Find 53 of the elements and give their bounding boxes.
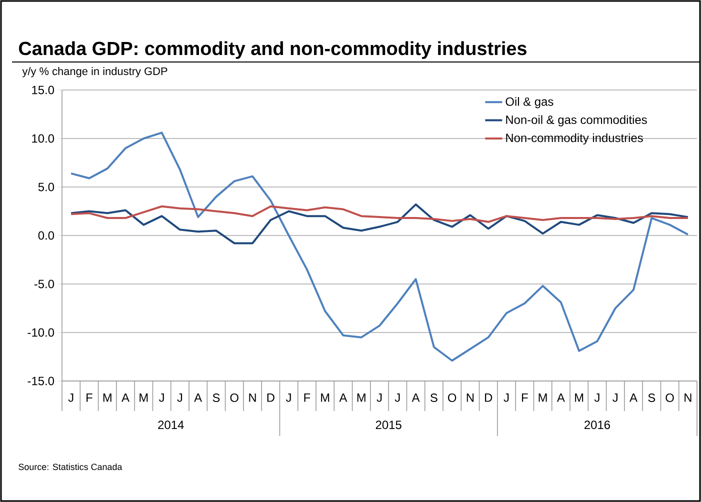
x-tick-label: O <box>448 394 456 402</box>
x-tick-label: F <box>304 394 310 402</box>
x-tick-label: A <box>630 394 638 402</box>
x-tick-label: M <box>357 394 366 402</box>
x-tick-label: F <box>522 394 528 402</box>
source-note: Source: Statistics Canada <box>18 463 122 470</box>
y-tick-label: 10.0 <box>32 134 54 143</box>
x-tick-label: N <box>249 394 256 402</box>
legend-label: Oil & gas <box>506 97 554 108</box>
x-tick-label: J <box>612 394 618 402</box>
x-tick-label: A <box>556 394 565 402</box>
y-axis-title: y/y % change in industry GDP <box>22 67 168 78</box>
x-tick-label: J <box>158 394 164 402</box>
x-tick-label: D <box>485 394 492 402</box>
x-tick-label: A <box>122 394 130 402</box>
x-tick-label: F <box>86 394 92 402</box>
x-tick-label: J <box>376 394 382 402</box>
x-tick-label: A <box>339 394 348 402</box>
y-tick-label: 15.0 <box>32 86 54 94</box>
x-tick-label: M <box>538 394 547 402</box>
x-tick-label: J <box>177 394 182 402</box>
x-tick-label: M <box>321 394 330 402</box>
x-tick-label: N <box>684 394 692 402</box>
x-tick-label: M <box>103 394 112 402</box>
x-tick-label: J <box>68 394 74 402</box>
x-tick-label: J <box>504 394 509 402</box>
x-tick-label: O <box>666 394 674 402</box>
x-tick-label: A <box>194 394 202 402</box>
y-tick-label: 0.0 <box>38 231 54 240</box>
y-tick-label: -10.0 <box>28 328 54 337</box>
y-tick-label: -5.0 <box>34 280 54 288</box>
x-tick-label: D <box>267 394 274 402</box>
x-tick-label: S <box>212 394 220 402</box>
legend-label: Non-oil & gas commodities <box>506 115 647 126</box>
text: 2014 <box>158 420 184 430</box>
legend-label: Non-commodity industries <box>506 133 643 145</box>
x-tick-label: A <box>412 394 420 402</box>
x-tick-label: S <box>648 394 656 402</box>
text: 2016 <box>584 420 610 430</box>
x-tick-label: S <box>430 394 438 402</box>
x-tick-label: M <box>575 394 584 402</box>
line-series <box>70 132 689 362</box>
chart-title: Canada GDP: commodity and non-commodity industries <box>18 41 526 59</box>
x-tick-label: J <box>286 394 291 402</box>
x-tick-label: O <box>230 394 238 402</box>
x-tick-label: J <box>594 394 600 402</box>
text: 2015 <box>376 420 402 430</box>
y-tick-label: 5.0 <box>38 182 54 192</box>
line-series <box>70 203 689 244</box>
x-tick-label: J <box>394 394 400 402</box>
x-tick-label: N <box>466 394 474 402</box>
x-tick-label: M <box>140 394 148 402</box>
y-tick-label: -15.0 <box>28 376 54 386</box>
